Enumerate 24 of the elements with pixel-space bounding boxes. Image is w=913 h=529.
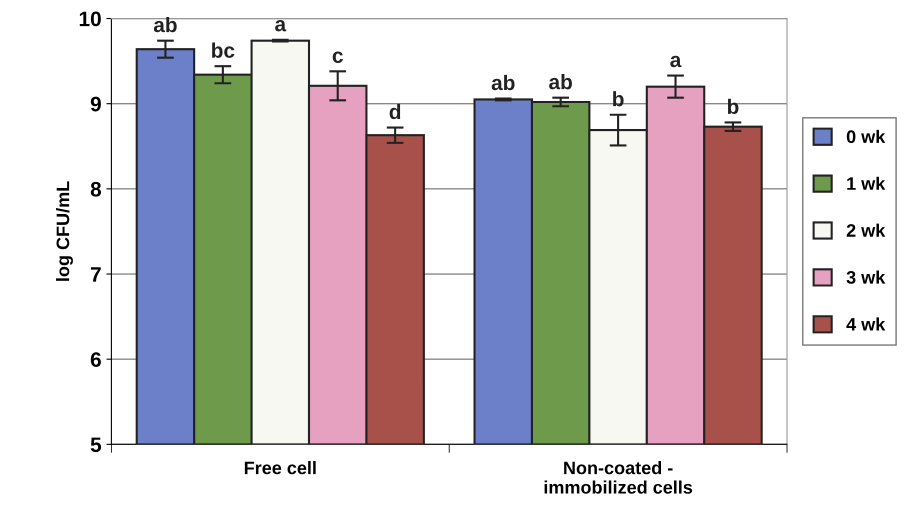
y-tick-label: 9: [90, 96, 101, 112]
data-label: b: [613, 91, 624, 106]
y-tick-label: 5: [90, 438, 102, 452]
data-label: a: [275, 20, 286, 32]
legend-label: 1 wk: [847, 176, 886, 190]
y-tick-label: 10: [80, 12, 101, 26]
data-label: ab: [492, 74, 515, 90]
y-tick-label: 8: [90, 182, 102, 197]
data-label: b: [728, 98, 738, 114]
legend-label: 2 wk: [846, 224, 886, 237]
legend-label: 4 wk: [846, 317, 886, 330]
y-tick-label: 7: [90, 267, 101, 282]
y-axis-title: log CFU/mL: [56, 181, 73, 281]
data-label: a: [670, 56, 682, 68]
data-label: d: [390, 104, 400, 120]
legend-label: 0 wk: [846, 130, 886, 144]
data-label: ab: [154, 16, 177, 32]
x-tick-label: Non-coated - immobilized cells: [544, 461, 692, 494]
data-label: ab: [549, 74, 572, 90]
x-tick-label: Free cell: [244, 461, 316, 474]
legend-label: 3 wk: [846, 270, 886, 284]
data-label: bc: [212, 42, 234, 58]
y-tick-label: 6: [90, 352, 101, 367]
data-label: c: [332, 52, 343, 63]
